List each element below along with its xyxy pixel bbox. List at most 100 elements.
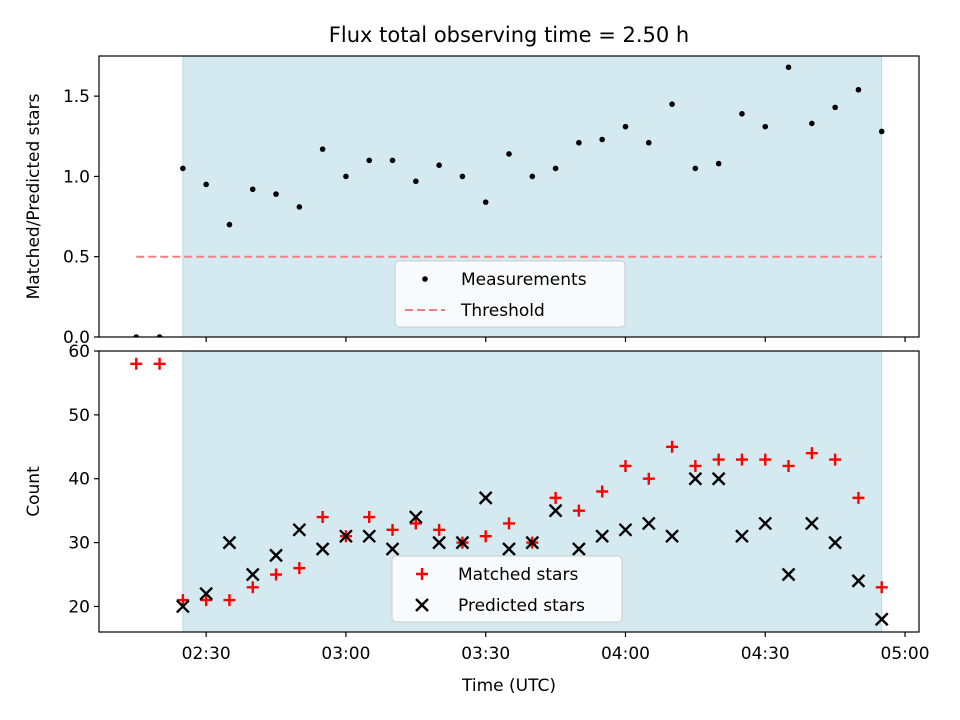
legend-x-swatch xyxy=(415,598,429,612)
y-axis-label: Matched/Predicted stars xyxy=(24,93,44,299)
data-point xyxy=(619,459,632,472)
data-point xyxy=(688,471,703,486)
legend-label: Measurements xyxy=(461,270,587,290)
data-point xyxy=(828,535,842,550)
legend: Matched stars Predicted stars xyxy=(391,555,623,623)
data-point xyxy=(855,86,862,93)
data-point xyxy=(249,186,256,193)
data-point xyxy=(596,485,609,498)
data-point xyxy=(319,146,326,152)
data-point xyxy=(223,594,236,607)
data-point xyxy=(156,334,163,337)
y-axis-label: Count xyxy=(24,466,44,517)
count-panel: 20 30 40 50 60 02:30 03:00 03:30 04:00 04:30 05:00… xyxy=(24,342,930,664)
data-point xyxy=(413,178,419,185)
data-point xyxy=(153,357,166,370)
data-point xyxy=(642,472,655,485)
data-point xyxy=(878,128,885,135)
x-tick-label: 04:00 xyxy=(601,644,650,664)
data-point xyxy=(273,191,279,197)
data-point xyxy=(692,165,699,172)
data-point xyxy=(875,581,888,594)
data-point xyxy=(735,453,748,466)
data-point xyxy=(479,530,492,543)
legend-dot-swatch xyxy=(422,276,428,282)
data-point xyxy=(409,517,422,530)
data-point xyxy=(200,594,213,607)
chart-title: Flux total observing time = 2.50 h xyxy=(329,23,689,47)
data-point xyxy=(595,529,610,544)
data-point xyxy=(203,181,209,188)
x-tick-label: 03:30 xyxy=(461,644,510,664)
y-tick-label: 50 xyxy=(68,406,90,426)
data-point xyxy=(339,529,353,544)
data-point xyxy=(269,548,283,563)
data-point xyxy=(715,160,722,167)
data-point xyxy=(851,574,866,588)
legend-label: Threshold xyxy=(460,301,545,321)
data-point xyxy=(735,529,749,544)
data-point xyxy=(712,453,725,466)
x-tick-label: 05:00 xyxy=(881,644,930,664)
data-point xyxy=(852,491,865,504)
legend-box xyxy=(394,260,626,328)
data-point xyxy=(782,459,795,472)
data-point xyxy=(385,542,400,556)
data-point xyxy=(874,612,889,627)
data-point xyxy=(739,111,745,117)
axes-frame xyxy=(98,55,920,338)
data-point xyxy=(549,491,562,504)
data-point xyxy=(506,151,512,157)
x-axis-label: Time (UTC) xyxy=(461,676,556,696)
y-tick-label: 0.0 xyxy=(63,328,90,348)
data-point xyxy=(572,542,586,556)
y-tick-label: 30 xyxy=(68,534,90,554)
data-point xyxy=(689,459,702,472)
data-point xyxy=(785,64,792,71)
data-point xyxy=(829,453,842,466)
legend-plus-swatch xyxy=(416,568,428,580)
data-point xyxy=(576,139,582,146)
plot-area xyxy=(133,64,885,337)
data-point xyxy=(296,204,303,210)
data-point xyxy=(176,599,190,614)
series-predicted-stars xyxy=(176,471,889,627)
data-point xyxy=(482,199,489,205)
data-point xyxy=(618,522,633,537)
x-tick-label: 03:00 xyxy=(321,644,370,664)
data-point xyxy=(180,165,186,172)
data-point xyxy=(502,542,516,556)
data-point xyxy=(478,491,493,505)
data-point xyxy=(758,516,773,531)
data-point xyxy=(711,471,726,486)
data-point xyxy=(548,503,563,518)
data-point xyxy=(316,511,329,524)
data-point xyxy=(759,453,772,466)
data-point xyxy=(804,516,819,531)
data-point xyxy=(599,136,605,143)
legend-box xyxy=(391,555,623,623)
data-point xyxy=(459,173,466,180)
data-point xyxy=(343,173,349,180)
data-point xyxy=(408,510,423,524)
data-point xyxy=(293,562,306,575)
data-point xyxy=(433,523,446,536)
series-matched-stars xyxy=(130,357,888,607)
data-point xyxy=(669,101,675,107)
data-point xyxy=(762,123,769,130)
data-point xyxy=(781,567,796,582)
data-point xyxy=(363,511,376,524)
data-point xyxy=(525,535,540,550)
data-point xyxy=(436,162,442,168)
series-measurements xyxy=(133,64,885,337)
data-point xyxy=(366,157,373,164)
data-point xyxy=(645,139,652,146)
data-point xyxy=(572,504,585,517)
y-tick-label: 0.5 xyxy=(63,248,90,268)
data-point xyxy=(292,522,307,537)
data-point xyxy=(389,157,396,164)
data-point xyxy=(641,516,656,531)
data-point xyxy=(199,586,214,601)
data-point xyxy=(529,173,536,180)
